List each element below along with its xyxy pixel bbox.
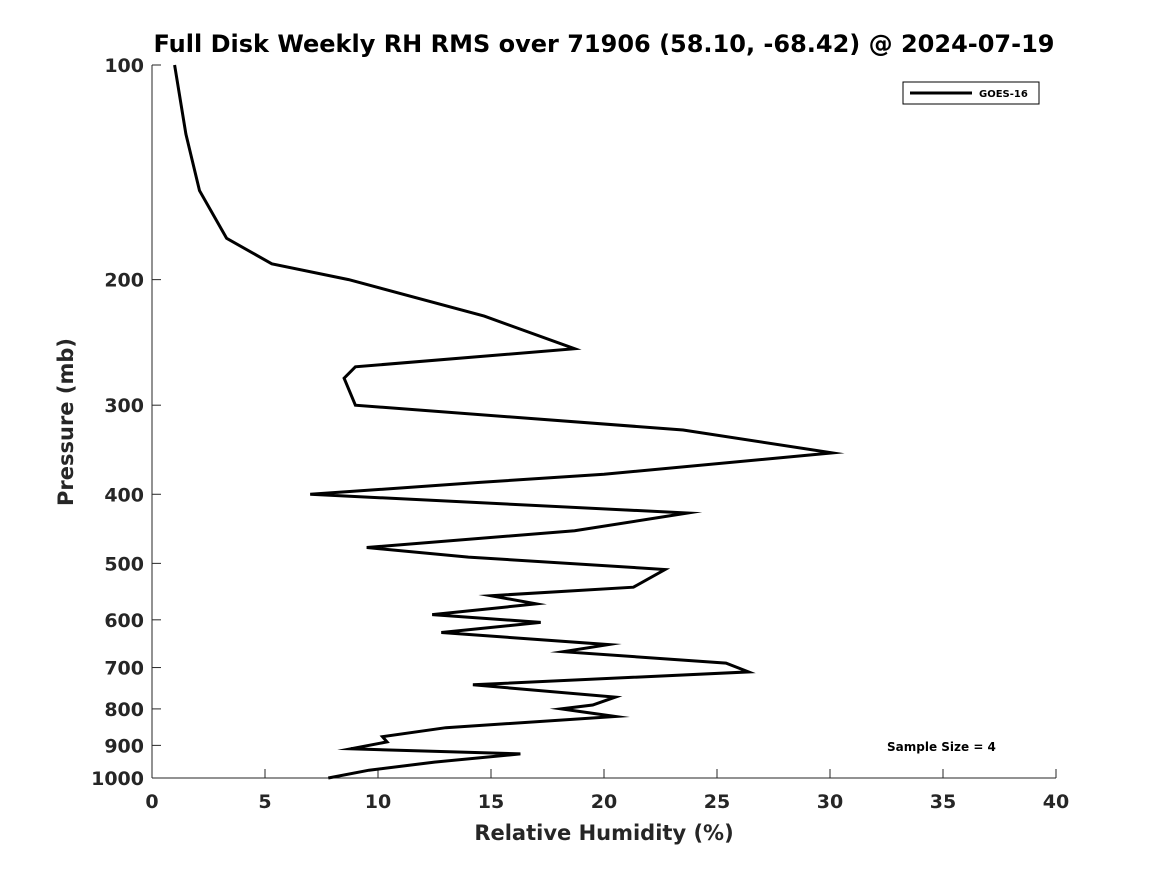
axes [151, 65, 1056, 779]
sample-size-annotation: Sample Size = 4 [887, 740, 996, 754]
x-tick-label: 40 [1043, 791, 1069, 813]
series-group [173, 64, 845, 780]
y-tick-label: 400 [104, 484, 144, 506]
x-tick-label: 25 [704, 791, 730, 813]
y-tick-label: 1000 [91, 768, 144, 790]
x-tick-label: 10 [365, 791, 391, 813]
x-tick-label: 20 [591, 791, 617, 813]
y-axis-label: Pressure (mb) [54, 338, 78, 506]
x-tick-label: 30 [817, 791, 843, 813]
x-axis-label: Relative Humidity (%) [474, 821, 733, 845]
legend-label-goes-16: GOES-16 [979, 89, 1028, 100]
x-tick-label: 15 [478, 791, 504, 813]
chart-title: Full Disk Weekly RH RMS over 71906 (58.1… [153, 30, 1054, 58]
x-tick-label: 5 [258, 791, 271, 813]
y-tick-label: 600 [104, 610, 144, 632]
legend: GOES-16 [902, 81, 1040, 105]
series-line-goes-16 [173, 64, 845, 780]
y-tick-label: 700 [104, 658, 144, 680]
y-tick-label: 800 [104, 699, 144, 721]
y-tick-label: 500 [104, 553, 144, 575]
y-axis-ticks: 100 200 300 400 500 600 700 800 900 1000 [91, 55, 161, 790]
x-axis-ticks: 0 5 10 15 20 25 30 35 40 [145, 769, 1069, 813]
y-tick-label: 200 [104, 270, 144, 292]
x-tick-label: 35 [930, 791, 956, 813]
y-tick-label: 900 [104, 735, 144, 757]
x-tick-label: 0 [145, 791, 158, 813]
y-tick-label: 300 [104, 395, 144, 417]
y-tick-label: 100 [104, 55, 144, 77]
